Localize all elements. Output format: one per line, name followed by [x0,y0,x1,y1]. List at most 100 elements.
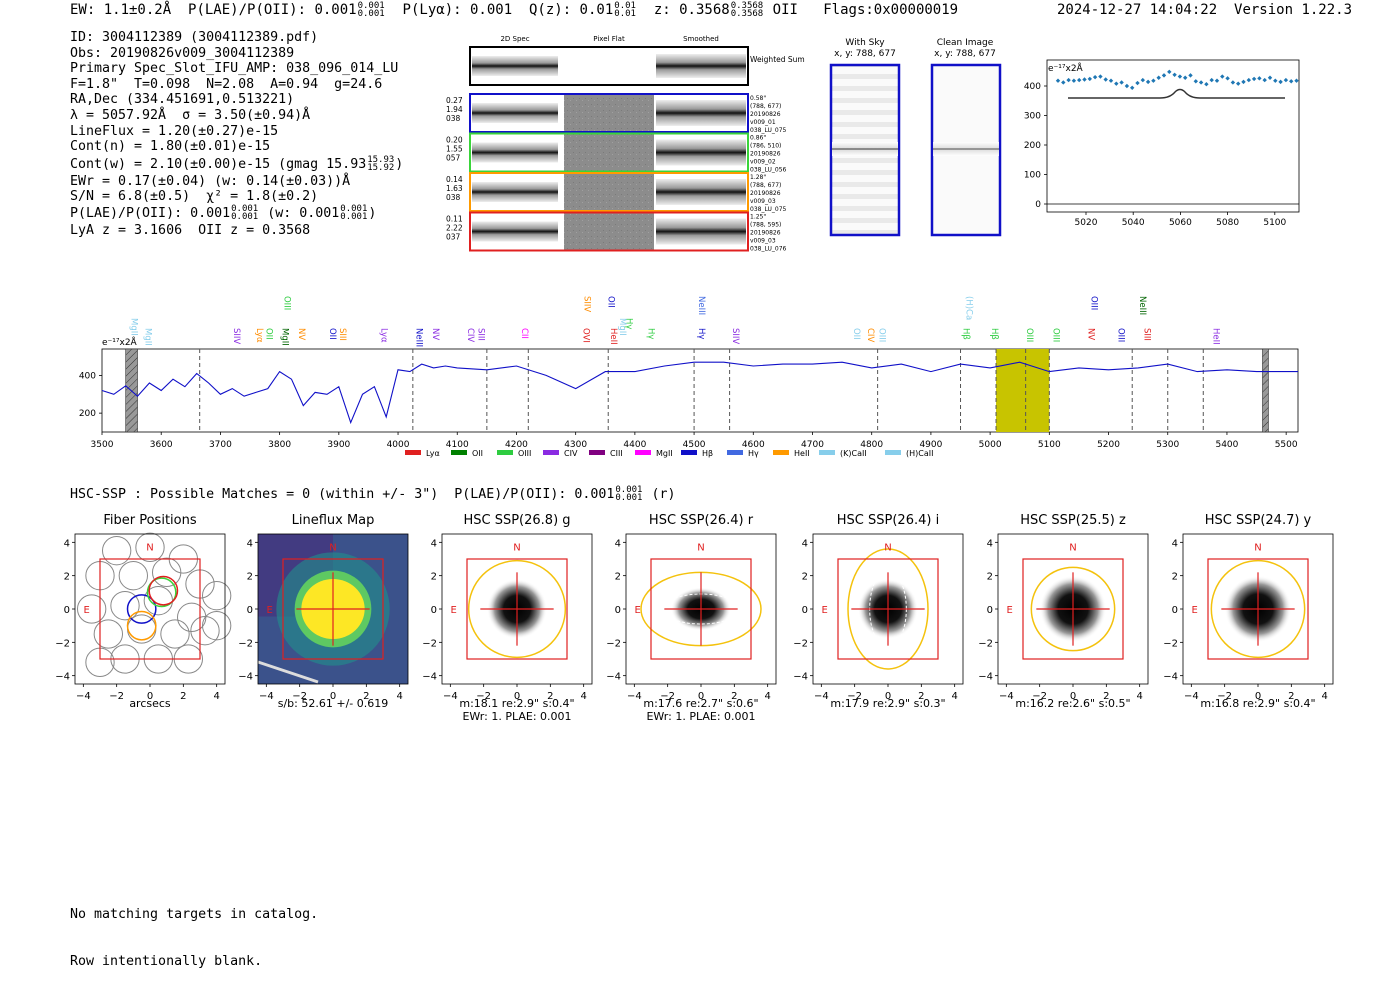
zoom-data-point [1135,80,1140,86]
legend-swatch [589,450,605,455]
cutout-x-tick-label: 4 [951,691,957,702]
spectrum-x-tick-label: 5500 [1275,440,1298,450]
cutout-x-tick-label: 0 [147,691,153,702]
zoom-model-curve [1068,88,1285,99]
line-id-label: Lyα [254,328,264,343]
zoom-data-point [1214,78,1220,83]
line-id-label: OIII [1051,328,1061,342]
line-id-label: HeII [608,328,618,345]
zoom-x-tick-label: 5100 [1263,218,1286,228]
cutout-panel: N E 4 2 0 −2 −4 −4 −2 0 2 4 [978,533,1149,702]
zoom-x-tick-label: 5080 [1216,218,1239,228]
line-id-label: NV [430,328,440,340]
zoom-y-tick-label: 200 [1024,141,1041,151]
header-summary: EW: 1.1±0.2Å P(LAE)/P(OII): 0.001 0.001 0.… [70,1,959,19]
aperture-ellipse [1210,559,1306,659]
cutout-x-tick-label: 2 [918,691,924,702]
line-id-label: SIIV [231,328,241,344]
legend-swatch [451,450,467,455]
cutout-y-tick-label: 2 [431,572,437,583]
detection-info: ID: 3004112389 (3004112389.pdf) Obs: 201… [70,30,403,239]
cutout-caption: m:16.8 re:2.9" s:0.4" [1200,697,1316,710]
spec2d-row-left-label: 057 [446,154,461,163]
line-id-label: (H)Ca [963,296,973,320]
cutout-x-tick-label: −2 [109,691,124,702]
fiber-circle [77,594,107,624]
search-box [466,558,568,660]
plae-range: 0.001 0.001 [357,1,385,19]
ew-value: EW: 1.1±0.2Å [70,2,172,18]
spec2d-row-right-label: 20190826 [750,111,781,118]
cutout-y-tick-label: −2 [422,638,437,649]
cutout-y-tick-label: −4 [422,672,437,683]
flags-value: Flags:0x00000019 [823,2,959,18]
spectrum-x-tick-label: 3900 [327,440,350,450]
spec2d-row-left-label: 1.63 [446,184,463,193]
spectrum-x-tick-label: 4500 [683,440,706,450]
search-box [1022,558,1124,660]
cutout-x-tick-label: 0 [514,691,520,702]
cutout-caption: arcsecs [129,697,171,710]
z-range: 0.3568 0.3568 [730,1,764,19]
cutout-x-tick-label: 2 [731,691,737,702]
weighted-sum-label: Weighted Sum [750,55,805,64]
spectrum-x-tick-label: 4800 [860,440,883,450]
spec2d-panel: 2D Spec Pixel Flat Smoothed Weighted Sum… [446,35,805,253]
cutout-x-tick-label: 0 [698,691,704,702]
wavelength-sigma: λ = 5057.92Å σ = 3.50(±0.94)Å [70,107,311,123]
clean-image [930,63,1002,237]
cutout-x-tick-label: −2 [1032,691,1047,702]
fiber-circle [190,616,220,646]
legend-label: HeII [794,449,810,458]
fiber-circle [110,590,140,621]
spec2d-row-right-label: v009_03 [750,198,776,205]
line-id-label: OII [327,328,337,340]
legend-label: (K)CaII [840,449,867,458]
cutout-x-tick-label: −2 [476,691,491,702]
spec2d-row-left-label: 0.11 [446,215,463,224]
cutout-x-tick-label: −2 [292,691,307,702]
legend-label: (H)CaII [906,449,933,458]
no-match-text: No matching targets in catalog. [70,907,319,922]
fiber-circle [135,532,165,563]
zoom-data-point [1124,83,1130,89]
legend-swatch [405,450,421,455]
cutout-y-tick-label: 2 [1172,572,1178,583]
spectrum-x-tick-label: 3800 [268,440,291,450]
line-id-label: SIIV [582,296,592,312]
spectrum-x-tick-label: 3500 [91,440,114,450]
cutout-x-tick-label: 2 [1288,691,1294,702]
search-box [1207,558,1309,660]
spec2d-row-right-label: 038_LU_075 [750,206,787,213]
cutout-x-tick-label: −4 [814,691,829,702]
cutout-title: HSC SSP(26.4) r [648,513,754,528]
legend-swatch [727,450,743,455]
cutout-y-tick-label: 4 [802,538,808,549]
line-id-label: OIII [1088,296,1098,310]
cutout-panel: N E 4 2 0 −2 −4 −4 −2 0 2 4 [422,533,593,702]
zoom-x-tick-label: 5040 [1122,218,1145,228]
cont-w: Cont(w) = 2.10(±0.00)e-15 (gmag 15.93 15.… [70,154,404,173]
cutout-x-tick-label: 4 [213,691,219,702]
line-id-label: OIII [1116,328,1126,342]
legend-swatch [885,450,901,455]
signal-noise: S/N = 6.8(±0.5) χ² = 1.8(±0.2) [70,189,319,205]
east-label: E [84,605,90,616]
line-id-label: HeII [1210,328,1220,345]
header-right: 2024-12-27 14:04:22 Version 1.22.3 [1057,2,1352,18]
catalog-footer: No matching targets in catalog. Row inte… [70,876,318,985]
line-id-label: SIII [1142,328,1152,341]
east-label: E [635,605,641,616]
observation: Obs: 20190826v009_3004112389 [70,45,295,61]
line-id-label: MgII [617,318,627,336]
qz-value: Q(z): 0.01 [528,2,614,18]
line-id-label: OII [851,328,861,340]
zoom-x-tick-label: 5060 [1169,218,1192,228]
spectrum-y-tick-label: 200 [79,409,96,419]
zoom-data-point [1294,78,1299,83]
fiber-circle [160,619,190,649]
cutout-y-tick-label: 4 [247,538,253,549]
cutout-y-tick-label: 0 [1172,605,1178,616]
